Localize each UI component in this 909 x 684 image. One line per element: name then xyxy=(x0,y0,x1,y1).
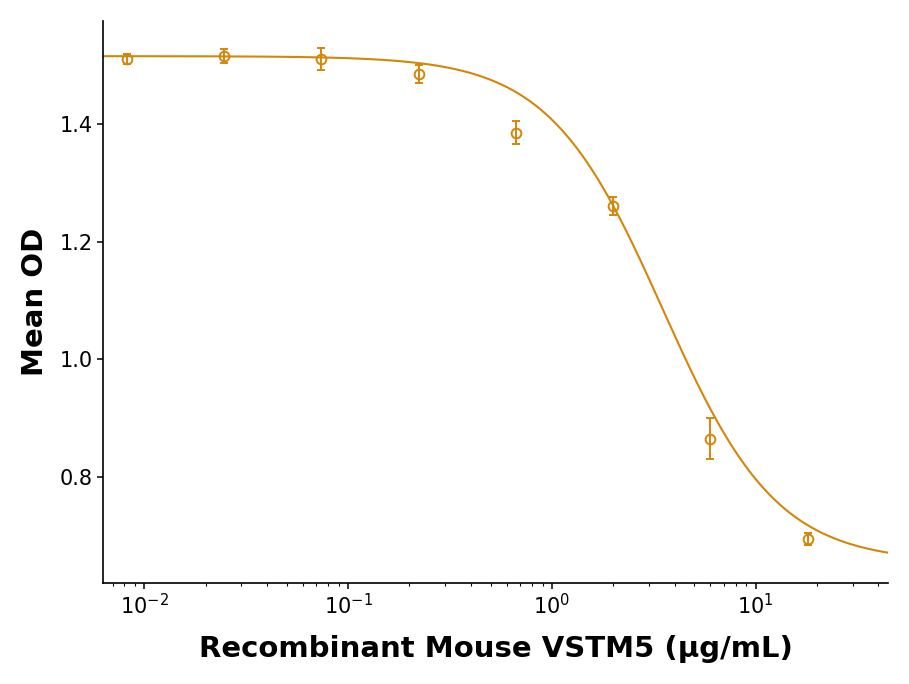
X-axis label: Recombinant Mouse VSTM5 (μg/mL): Recombinant Mouse VSTM5 (μg/mL) xyxy=(199,635,793,663)
Y-axis label: Mean OD: Mean OD xyxy=(21,228,49,376)
